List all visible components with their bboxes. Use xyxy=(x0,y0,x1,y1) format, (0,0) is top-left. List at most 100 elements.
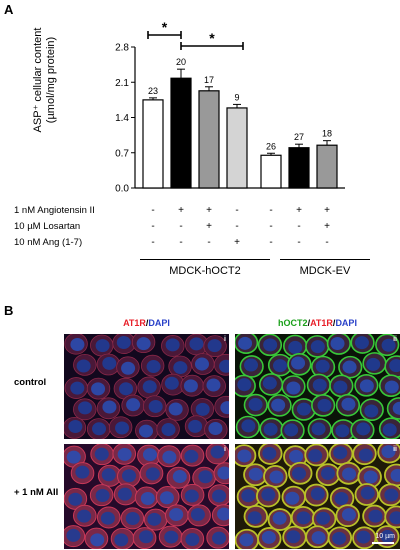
nucleus xyxy=(389,511,400,525)
sub-label-i: i xyxy=(224,336,226,343)
condition-label: 10 µM Losartan xyxy=(14,221,81,232)
condition-sign: - xyxy=(151,237,155,248)
nucleus xyxy=(161,423,176,437)
nucleus xyxy=(101,468,116,482)
nucleus xyxy=(172,470,187,484)
nucleus xyxy=(207,339,222,353)
nucleus xyxy=(308,449,323,463)
bar xyxy=(260,154,282,189)
bar xyxy=(198,90,220,189)
nucleus xyxy=(95,339,110,353)
nucleus xyxy=(142,448,158,462)
nucleus xyxy=(356,422,371,436)
nucleus xyxy=(239,533,254,547)
nucleus xyxy=(286,530,301,544)
condition-sign: - xyxy=(151,205,155,216)
bar xyxy=(288,147,310,189)
nucleus xyxy=(296,402,311,416)
condition-sign: - xyxy=(235,221,239,232)
nucleus xyxy=(261,530,276,544)
nucleus xyxy=(269,470,284,484)
nucleus xyxy=(332,531,347,545)
nucleus xyxy=(358,448,373,462)
nucleus xyxy=(392,401,400,415)
nucleus xyxy=(380,529,395,543)
condition-sign: + xyxy=(178,205,184,216)
nucleus xyxy=(384,380,399,394)
nucleus xyxy=(190,508,205,522)
nucleus xyxy=(390,468,400,482)
nucleus xyxy=(102,400,117,414)
nucleus xyxy=(220,401,229,415)
nucleus xyxy=(145,467,160,481)
nucleus xyxy=(389,359,400,373)
nucleus xyxy=(198,470,213,484)
nucleus xyxy=(241,489,256,503)
nucleus xyxy=(289,449,304,463)
nucleus xyxy=(165,338,180,352)
nucleus xyxy=(316,511,331,525)
nucleus xyxy=(311,531,326,545)
sub-label-i: i xyxy=(224,446,226,453)
nucleus xyxy=(288,340,303,354)
n-label: 9 xyxy=(234,92,239,102)
n-label: 23 xyxy=(148,86,158,96)
group-underline-hoct2 xyxy=(140,259,270,260)
condition-label: 10 nM Ang (1-7) xyxy=(14,237,83,248)
nucleus xyxy=(243,358,259,372)
nucleus xyxy=(341,508,356,522)
nucleus xyxy=(90,533,105,547)
nucleus xyxy=(115,421,130,435)
nucleus xyxy=(114,533,129,547)
nucleus xyxy=(311,422,326,436)
nucleus xyxy=(66,528,81,542)
nucleus xyxy=(291,356,306,370)
y-tick-label: 0.7 xyxy=(115,148,129,159)
nucleus xyxy=(119,382,134,396)
condition-sign: - xyxy=(297,221,301,232)
n-label: 27 xyxy=(294,132,304,142)
bar xyxy=(170,77,192,189)
nucleus xyxy=(116,335,131,349)
col-title-at1r-dapi: AT1R/DAPI xyxy=(64,318,229,328)
nucleus xyxy=(75,465,90,479)
nucleus xyxy=(312,378,327,392)
condition-label: 1 nM Angiotensin II xyxy=(14,205,95,216)
nucleus xyxy=(335,424,350,438)
row-label-control: control xyxy=(14,377,47,388)
nucleus xyxy=(168,402,183,416)
nucleus xyxy=(384,488,399,502)
micrograph-aii-hoct2-at1r-dapi: ii 10 µm xyxy=(235,444,400,549)
nucleus xyxy=(142,380,157,394)
nucleus xyxy=(162,450,177,464)
nucleus xyxy=(217,466,229,480)
title-sep: / xyxy=(332,318,336,328)
nucleus xyxy=(342,467,357,481)
nucleus xyxy=(237,378,252,392)
nucleus xyxy=(70,337,85,352)
nucleus xyxy=(381,445,396,459)
n-label: 18 xyxy=(322,129,332,139)
nucleus xyxy=(359,379,374,393)
nucleus xyxy=(364,404,379,418)
nucleus xyxy=(333,380,348,394)
micrograph-control-at1r-dapi: i xyxy=(64,334,229,439)
n-label: 17 xyxy=(204,75,214,85)
row-label-aii: + 1 nM AII xyxy=(14,487,59,498)
title-sep: / xyxy=(307,318,311,328)
group-underline-ev xyxy=(280,259,370,260)
y-tick-label: 2.8 xyxy=(115,43,129,54)
title-at1r: AT1R xyxy=(310,318,333,328)
nucleus xyxy=(272,511,287,525)
nucleus xyxy=(315,359,330,373)
nucleus xyxy=(147,512,162,526)
title-dapi: DAPI xyxy=(335,318,357,328)
nucleus xyxy=(285,491,300,505)
condition-sign: - xyxy=(325,237,329,248)
nucleus xyxy=(92,422,107,436)
y-tick-label: 2.1 xyxy=(115,78,129,89)
significance-star: * xyxy=(162,19,168,35)
nucleus xyxy=(194,357,209,371)
y-axis-label: ASP⁺ cellular content (µmol/mg protein) xyxy=(32,0,58,180)
nucleus xyxy=(366,357,381,371)
